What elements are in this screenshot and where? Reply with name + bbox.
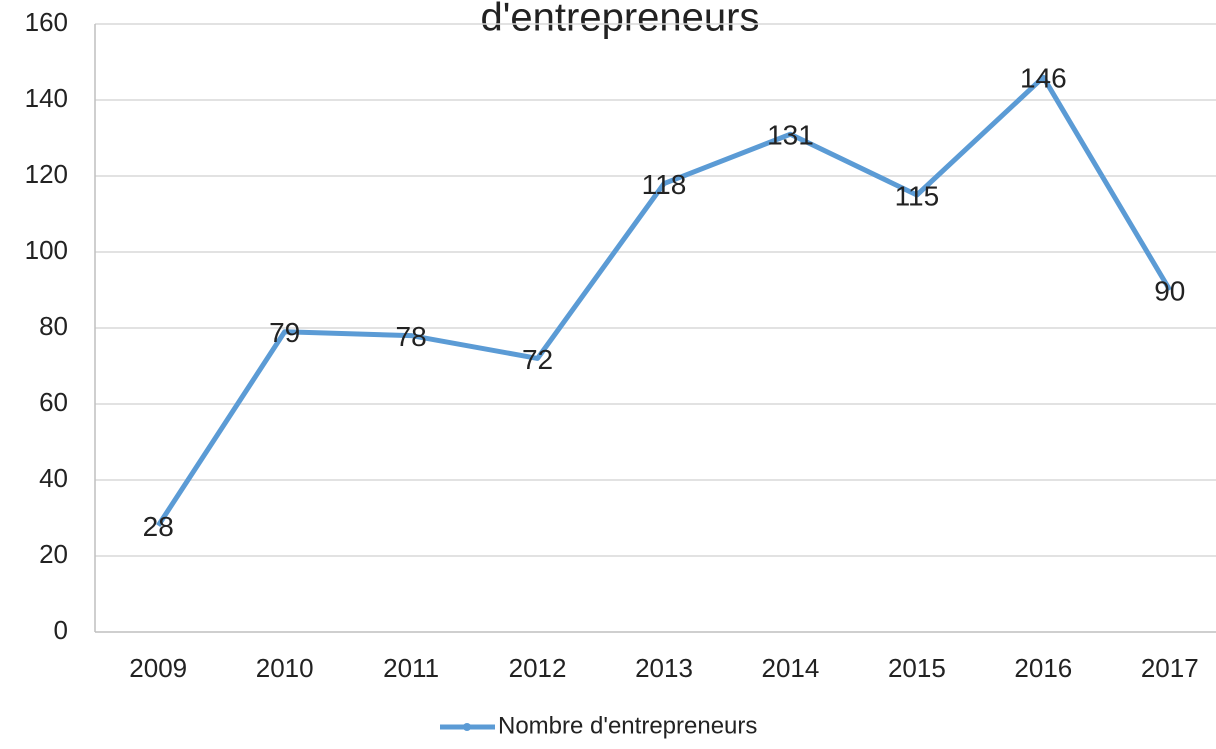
y-tick-label: 60	[39, 387, 68, 417]
data-label: 118	[642, 169, 687, 200]
y-tick-label: 140	[25, 83, 68, 113]
x-tick-label: 2009	[129, 653, 187, 683]
x-tick-label: 2016	[1014, 653, 1072, 683]
data-label: 78	[396, 321, 427, 352]
y-tick-label: 160	[25, 7, 68, 37]
y-tick-label: 80	[39, 311, 68, 341]
x-tick-label: 2011	[383, 653, 439, 683]
y-tick-label: 120	[25, 159, 68, 189]
y-tick-label: 100	[25, 235, 68, 265]
x-tick-label: 2010	[256, 653, 314, 683]
data-label: 79	[269, 317, 300, 348]
x-tick-label: 2012	[509, 653, 567, 683]
data-label: 115	[895, 180, 940, 211]
data-label: 90	[1154, 275, 1185, 306]
legend-marker	[463, 723, 471, 731]
x-tick-label: 2014	[762, 653, 820, 683]
y-tick-label: 40	[39, 463, 68, 493]
y-tick-label: 0	[54, 615, 68, 645]
data-label: 131	[767, 120, 814, 151]
legend-label: Nombre d'entrepreneurs	[498, 712, 757, 739]
chart-title: d'entrepreneurs	[481, 0, 760, 40]
y-tick-label: 20	[39, 539, 68, 569]
series-line	[156, 74, 1172, 527]
x-tick-label: 2013	[635, 653, 693, 683]
data-label: 28	[143, 511, 174, 542]
data-label: 146	[1020, 63, 1067, 94]
data-label: 72	[522, 344, 553, 375]
x-tick-label: 2017	[1141, 653, 1199, 683]
x-tick-label: 2015	[888, 653, 946, 683]
